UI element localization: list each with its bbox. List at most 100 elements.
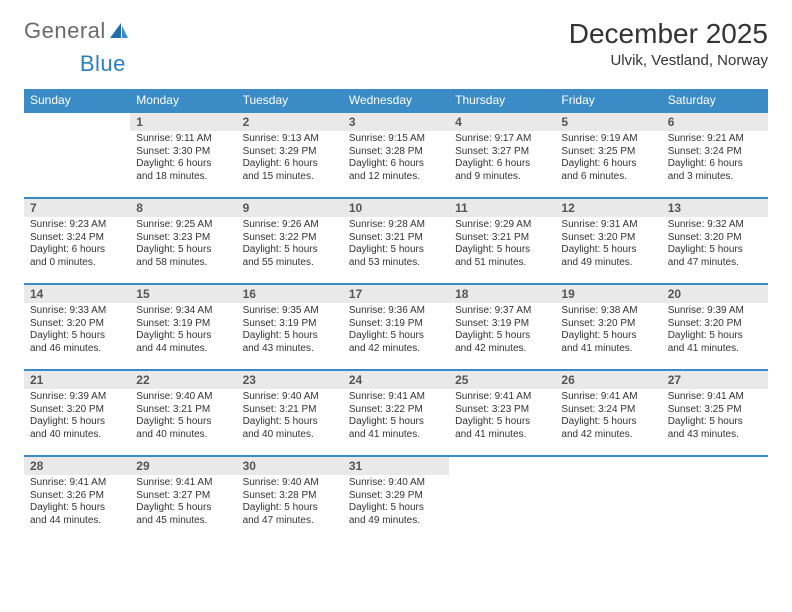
calendar-cell: 26Sunrise: 9:41 AMSunset: 3:24 PMDayligh… — [555, 370, 661, 456]
calendar-cell: 24Sunrise: 9:41 AMSunset: 3:22 PMDayligh… — [343, 370, 449, 456]
day-line: Sunset: 3:27 PM — [455, 146, 549, 159]
calendar-cell: 12Sunrise: 9:31 AMSunset: 3:20 PMDayligh… — [555, 198, 661, 284]
day-body: Sunrise: 9:25 AMSunset: 3:23 PMDaylight:… — [130, 217, 236, 273]
day-line: Sunset: 3:20 PM — [30, 404, 124, 417]
calendar-cell: 23Sunrise: 9:40 AMSunset: 3:21 PMDayligh… — [237, 370, 343, 456]
day-body — [555, 475, 661, 481]
day-line: Daylight: 5 hours and 47 minutes. — [243, 502, 337, 527]
calendar-cell: 2Sunrise: 9:13 AMSunset: 3:29 PMDaylight… — [237, 112, 343, 198]
day-body: Sunrise: 9:41 AMSunset: 3:23 PMDaylight:… — [449, 389, 555, 445]
calendar-cell: . — [662, 456, 768, 542]
calendar-cell: 29Sunrise: 9:41 AMSunset: 3:27 PMDayligh… — [130, 456, 236, 542]
day-line: Sunrise: 9:39 AM — [30, 391, 124, 404]
calendar-cell: 15Sunrise: 9:34 AMSunset: 3:19 PMDayligh… — [130, 284, 236, 370]
day-line: Daylight: 5 hours and 47 minutes. — [668, 244, 762, 269]
location-label: Ulvik, Vestland, Norway — [569, 52, 768, 69]
day-number: 22 — [130, 371, 236, 389]
day-number: 4 — [449, 113, 555, 131]
day-line: Sunrise: 9:33 AM — [30, 305, 124, 318]
weekday-header: Wednesday — [343, 89, 449, 112]
calendar-cell: 11Sunrise: 9:29 AMSunset: 3:21 PMDayligh… — [449, 198, 555, 284]
day-line: Daylight: 5 hours and 42 minutes. — [455, 330, 549, 355]
calendar-cell: 20Sunrise: 9:39 AMSunset: 3:20 PMDayligh… — [662, 284, 768, 370]
day-line: Daylight: 5 hours and 40 minutes. — [243, 416, 337, 441]
day-body: Sunrise: 9:29 AMSunset: 3:21 PMDaylight:… — [449, 217, 555, 273]
day-line: Sunrise: 9:15 AM — [349, 133, 443, 146]
weekday-row: Sunday Monday Tuesday Wednesday Thursday… — [24, 89, 768, 112]
calendar-cell: 21Sunrise: 9:39 AMSunset: 3:20 PMDayligh… — [24, 370, 130, 456]
calendar-cell: 19Sunrise: 9:38 AMSunset: 3:20 PMDayligh… — [555, 284, 661, 370]
sail-icon — [109, 22, 129, 40]
day-number: 17 — [343, 285, 449, 303]
day-line: Sunrise: 9:41 AM — [30, 477, 124, 490]
calendar-cell: 3 Sunrise: 9:15 AMSunset: 3:28 PMDaylight… — [343, 112, 449, 198]
day-number: 3 — [343, 113, 449, 131]
calendar-cell: 31Sunrise: 9:40 AMSunset: 3:29 PMDayligh… — [343, 456, 449, 542]
calendar-head: Sunday Monday Tuesday Wednesday Thursday… — [24, 89, 768, 112]
day-body: Sunrise: 9:41 AMSunset: 3:25 PMDaylight:… — [662, 389, 768, 445]
day-body: Sunrise: 9:39 AMSunset: 3:20 PMDaylight:… — [24, 389, 130, 445]
day-line: Sunset: 3:27 PM — [136, 490, 230, 503]
day-body: Sunrise: 9:28 AMSunset: 3:21 PMDaylight:… — [343, 217, 449, 273]
day-line: Daylight: 5 hours and 43 minutes. — [668, 416, 762, 441]
calendar-week-row: 7Sunrise: 9:23 AMSunset: 3:24 PMDaylight… — [24, 198, 768, 284]
calendar-body: .1Sunrise: 9:11 AMSunset: 3:30 PMDayligh… — [24, 112, 768, 542]
day-line: Sunset: 3:19 PM — [455, 318, 549, 331]
day-line: Daylight: 6 hours and 3 minutes. — [668, 158, 762, 183]
day-line: Daylight: 5 hours and 44 minutes. — [30, 502, 124, 527]
day-line: Sunrise: 9:41 AM — [136, 477, 230, 490]
day-line: Daylight: 5 hours and 41 minutes. — [455, 416, 549, 441]
day-line: Sunset: 3:24 PM — [561, 404, 655, 417]
day-line: Daylight: 5 hours and 58 minutes. — [136, 244, 230, 269]
weekday-header: Saturday — [662, 89, 768, 112]
day-line: Sunrise: 9:40 AM — [243, 391, 337, 404]
day-body: Sunrise: 9:37 AMSunset: 3:19 PMDaylight:… — [449, 303, 555, 359]
day-body — [662, 475, 768, 481]
calendar-cell: 8Sunrise: 9:25 AMSunset: 3:23 PMDaylight… — [130, 198, 236, 284]
day-line: Sunrise: 9:37 AM — [455, 305, 549, 318]
day-number: 19 — [555, 285, 661, 303]
day-body: Sunrise: 9:13 AMSunset: 3:29 PMDaylight:… — [237, 131, 343, 187]
month-title: December 2025 — [569, 18, 768, 50]
calendar-cell: 7Sunrise: 9:23 AMSunset: 3:24 PMDaylight… — [24, 198, 130, 284]
day-line: Sunrise: 9:40 AM — [243, 477, 337, 490]
day-line: Sunset: 3:21 PM — [455, 232, 549, 245]
calendar-cell: . — [24, 112, 130, 198]
day-line: Sunrise: 9:19 AM — [561, 133, 655, 146]
day-line: Daylight: 5 hours and 46 minutes. — [30, 330, 124, 355]
day-line: Daylight: 5 hours and 41 minutes. — [668, 330, 762, 355]
day-body: Sunrise: 9:41 AMSunset: 3:26 PMDaylight:… — [24, 475, 130, 531]
day-body: Sunrise: 9:39 AMSunset: 3:20 PMDaylight:… — [662, 303, 768, 359]
day-number: 26 — [555, 371, 661, 389]
day-line: Sunset: 3:20 PM — [561, 318, 655, 331]
day-line: Daylight: 5 hours and 40 minutes. — [30, 416, 124, 441]
day-line: Sunrise: 9:25 AM — [136, 219, 230, 232]
day-body: Sunrise: 9:33 AMSunset: 3:20 PMDaylight:… — [24, 303, 130, 359]
day-body: Sunrise: 9:23 AMSunset: 3:24 PMDaylight:… — [24, 217, 130, 273]
day-line: Sunrise: 9:35 AM — [243, 305, 337, 318]
day-line: Sunrise: 9:13 AM — [243, 133, 337, 146]
weekday-header: Sunday — [24, 89, 130, 112]
calendar-cell: 10Sunrise: 9:28 AMSunset: 3:21 PMDayligh… — [343, 198, 449, 284]
day-line: Sunset: 3:28 PM — [349, 146, 443, 159]
day-line: Sunset: 3:30 PM — [136, 146, 230, 159]
day-number: 24 — [343, 371, 449, 389]
day-number: 5 — [555, 113, 661, 131]
day-line: Daylight: 5 hours and 55 minutes. — [243, 244, 337, 269]
day-body — [24, 131, 130, 137]
day-line: Sunset: 3:25 PM — [561, 146, 655, 159]
day-number: 8 — [130, 199, 236, 217]
day-line: Sunrise: 9:41 AM — [349, 391, 443, 404]
day-number: 15 — [130, 285, 236, 303]
day-line: Sunrise: 9:23 AM — [30, 219, 124, 232]
day-line: Sunset: 3:24 PM — [30, 232, 124, 245]
day-line: Daylight: 6 hours and 12 minutes. — [349, 158, 443, 183]
day-body — [449, 475, 555, 481]
calendar-cell: 13Sunrise: 9:32 AMSunset: 3:20 PMDayligh… — [662, 198, 768, 284]
day-body: Sunrise: 9:40 AMSunset: 3:28 PMDaylight:… — [237, 475, 343, 531]
day-number: 2 — [237, 113, 343, 131]
day-line: Sunrise: 9:26 AM — [243, 219, 337, 232]
day-number: 16 — [237, 285, 343, 303]
day-body: Sunrise: 9:40 AMSunset: 3:21 PMDaylight:… — [237, 389, 343, 445]
day-line: Daylight: 6 hours and 0 minutes. — [30, 244, 124, 269]
